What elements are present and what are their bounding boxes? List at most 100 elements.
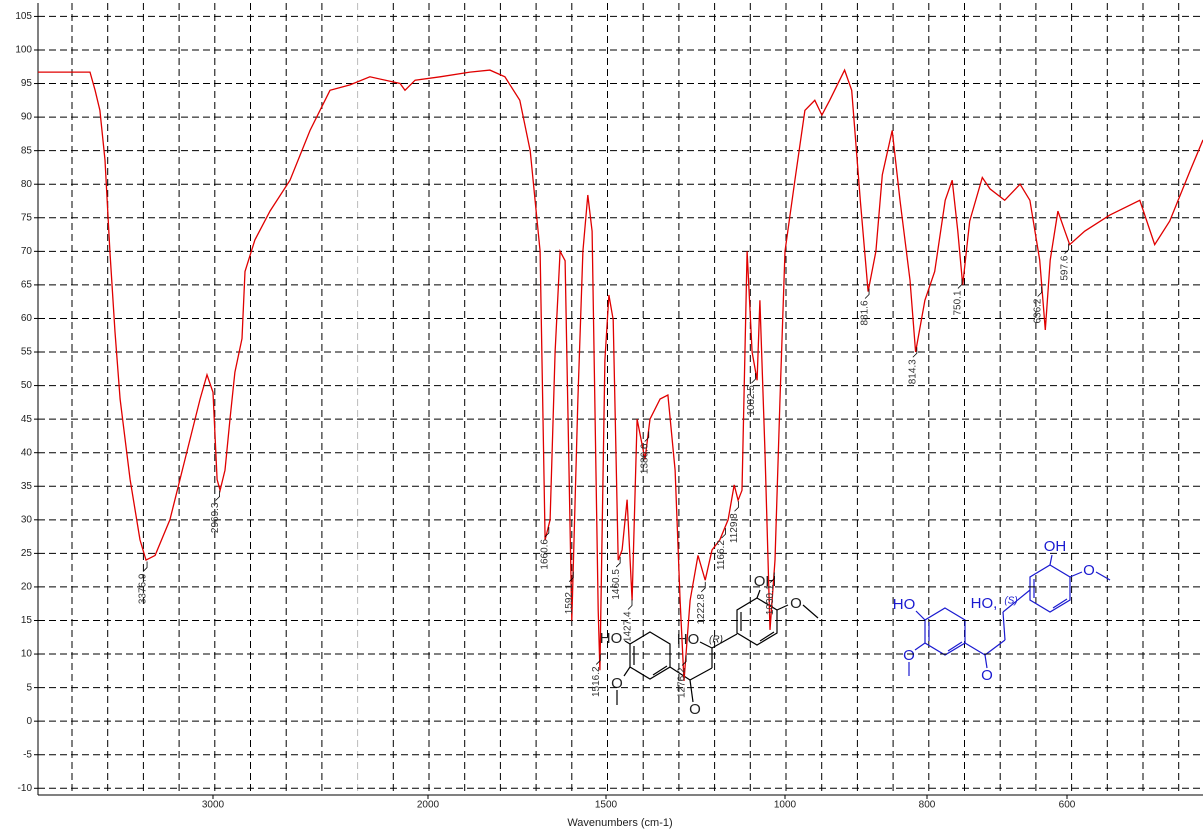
bond — [652, 665, 668, 676]
peak-leader — [1037, 286, 1043, 297]
peak-leader — [734, 501, 739, 512]
peak-label: 814.3 — [907, 359, 918, 384]
atom-label: O — [903, 647, 915, 664]
y-tick-label: 0 — [26, 716, 32, 727]
peak-leader — [1064, 243, 1070, 254]
peak-label: 1460.5 — [611, 569, 622, 600]
x-axis-label: Wavenumbers (cm-1) — [567, 817, 672, 829]
bond — [947, 641, 963, 652]
bond — [624, 640, 631, 645]
peak-leader — [215, 490, 221, 501]
y-tick-label: 70 — [21, 246, 33, 257]
peak-label: 1082.5 — [746, 385, 757, 416]
y-tick-label: 50 — [21, 380, 33, 391]
peak-leader — [957, 278, 963, 289]
x-tick-label: 1500 — [595, 800, 618, 811]
ring — [924, 607, 966, 656]
peak-label: 1030.1 — [765, 584, 776, 615]
peak-label: 1592.1 — [564, 583, 575, 614]
stereo-label: (S) — [1004, 596, 1017, 607]
y-tick-label: 100 — [15, 45, 32, 56]
peak-leader — [595, 654, 601, 665]
x-tick-label: 2000 — [417, 800, 440, 811]
bond — [1002, 611, 1006, 641]
x-tick-label: 800 — [919, 800, 936, 811]
atom-label: OH — [1044, 538, 1067, 555]
peak-leader — [615, 557, 621, 568]
bond — [984, 654, 988, 669]
bond — [669, 666, 691, 681]
peak-label: 1516.2 — [591, 666, 602, 697]
peak-leader — [568, 571, 574, 582]
peak-leader — [544, 526, 550, 538]
peak-label: 1427.4 — [623, 611, 634, 642]
y-tick-label: 105 — [15, 11, 32, 22]
atom-label: HO — [600, 630, 623, 647]
atom-label: O — [981, 667, 993, 684]
peak-label: 636.2 — [1032, 298, 1043, 323]
bond — [1095, 571, 1111, 581]
atom-label: OH — [754, 573, 777, 590]
y-tick-label: 85 — [21, 145, 33, 156]
bond — [756, 589, 761, 599]
peak-label: 1660.6 — [539, 539, 550, 570]
bond — [1052, 598, 1068, 609]
atom-label: O — [689, 701, 701, 718]
peak-label: 1276.2 — [677, 667, 688, 698]
atom-label: HO, — [971, 595, 998, 612]
bond — [689, 679, 694, 703]
peak-label: 1129.8 — [729, 513, 740, 543]
bond — [984, 639, 1006, 656]
peak-leader — [627, 599, 633, 610]
peak-label: 2969.3 — [210, 502, 221, 533]
bond — [711, 633, 738, 649]
bond — [1049, 554, 1053, 566]
vertical-grid — [71, 3, 1180, 795]
bond — [623, 666, 631, 677]
y-tick-label: 40 — [21, 447, 33, 458]
peak-label: 881.6 — [860, 300, 871, 325]
bond — [964, 642, 986, 656]
peak-leader — [700, 581, 706, 593]
peak-leader — [142, 561, 148, 572]
y-tick-label: 20 — [21, 582, 33, 593]
peak-label: 1222.8 — [696, 593, 707, 624]
atom-label: HO — [893, 596, 916, 613]
y-tick-label: 90 — [21, 112, 33, 123]
peak-leader — [769, 572, 775, 583]
bond — [1002, 589, 1031, 613]
peak-label: 1380.6 — [639, 443, 650, 474]
bond — [759, 631, 775, 642]
peak-leader — [681, 655, 687, 666]
y-tick-label: -5 — [23, 749, 32, 760]
peak-label: 750.1 — [953, 290, 964, 315]
bond — [915, 610, 926, 621]
atom-label: O — [790, 595, 802, 612]
y-tick-label: 95 — [21, 78, 33, 89]
y-tick-label: 45 — [21, 414, 33, 425]
peak-label: 597.6 — [1059, 255, 1070, 280]
x-tick-label: 600 — [1059, 800, 1076, 811]
y-tick-label: 10 — [21, 649, 33, 660]
y-tick-label: 55 — [21, 347, 33, 358]
bond — [1069, 571, 1083, 578]
y-tick-label: 15 — [21, 615, 33, 626]
y-tick-label: 25 — [21, 548, 33, 559]
y-tick-label: -10 — [18, 783, 33, 794]
stereo-label: (R) — [709, 635, 723, 646]
x-tick-label: 3000 — [202, 800, 225, 811]
bond — [776, 604, 789, 611]
spectrum-line — [38, 68, 1203, 681]
peak-label: 1166.2 — [716, 540, 727, 570]
y-tick-label: 5 — [26, 682, 32, 693]
ring — [629, 631, 671, 680]
atom-label: O — [611, 675, 623, 692]
molecule-s: HO O O HO, (S) OH O — [893, 538, 1111, 684]
bond — [699, 641, 713, 649]
peak-leader — [644, 431, 650, 442]
y-tick-label: 75 — [21, 212, 33, 223]
peak-leader — [864, 288, 870, 299]
peak-leader — [721, 528, 726, 539]
y-tick-label: 60 — [21, 313, 33, 324]
